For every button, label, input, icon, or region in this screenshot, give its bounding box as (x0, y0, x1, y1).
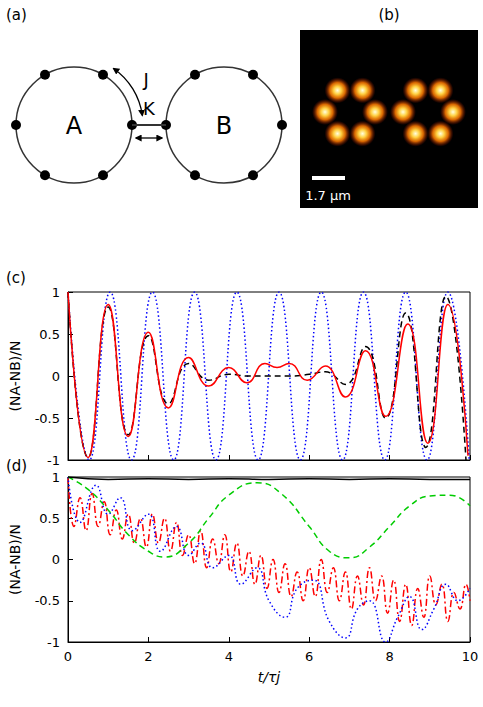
svg-text:0.5: 0.5 (39, 327, 60, 342)
svg-text:-0.5: -0.5 (35, 593, 60, 608)
svg-text:(c): (c) (6, 269, 26, 287)
svg-text:A: A (66, 112, 83, 140)
svg-text:0: 0 (52, 369, 60, 384)
svg-text:t/τj: t/τj (258, 669, 281, 685)
svg-text:K: K (143, 98, 156, 119)
svg-text:-1: -1 (47, 453, 60, 468)
svg-text:-1: -1 (47, 635, 60, 650)
svg-text:(NA-NB)/N: (NA-NB)/N (7, 341, 23, 412)
svg-text:8: 8 (385, 649, 393, 664)
svg-text:1.7 μm: 1.7 μm (305, 188, 351, 203)
svg-text:10: 10 (462, 649, 479, 664)
svg-text:-0.5: -0.5 (35, 411, 60, 426)
svg-text:B: B (216, 112, 232, 140)
svg-text:0: 0 (64, 649, 72, 664)
svg-text:(d): (d) (6, 457, 27, 475)
svg-text:1: 1 (52, 470, 60, 485)
svg-text:2: 2 (144, 649, 152, 664)
svg-text:1: 1 (52, 285, 60, 300)
svg-text:(b): (b) (378, 6, 399, 24)
svg-text:0: 0 (52, 552, 60, 567)
svg-text:J: J (142, 69, 148, 90)
svg-text:(a): (a) (6, 6, 27, 24)
svg-text:6: 6 (305, 649, 313, 664)
svg-text:(NA-NB)/N: (NA-NB)/N (7, 524, 23, 595)
svg-text:4: 4 (225, 649, 233, 664)
svg-text:0.5: 0.5 (39, 511, 60, 526)
